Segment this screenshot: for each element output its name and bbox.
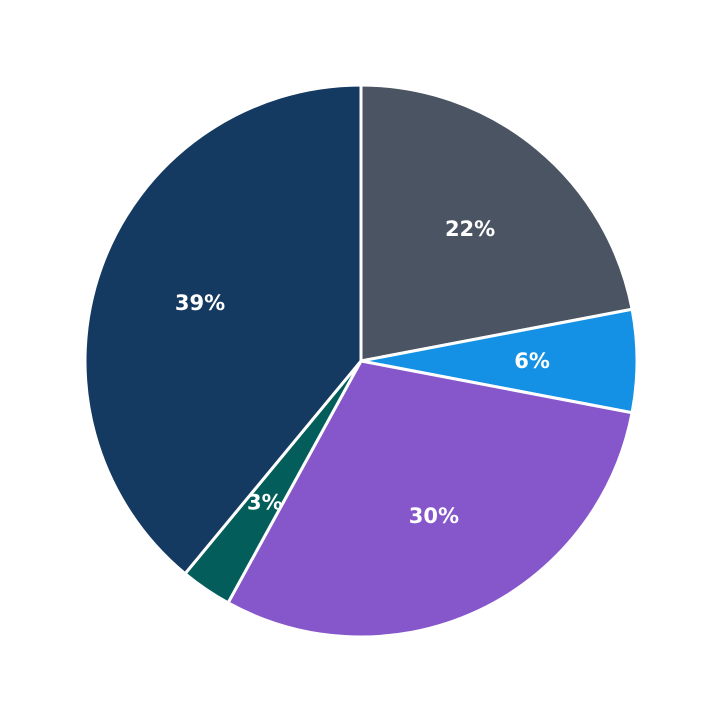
slice-label: 3% (247, 491, 283, 515)
slice-label: 22% (445, 217, 495, 241)
pie-labels: 22% 6% 30% 3% 39% (175, 217, 550, 528)
pie-slices (83, 83, 639, 639)
slice-label: 6% (514, 349, 550, 373)
slice-label: 30% (409, 504, 459, 528)
pie-slice (226, 359, 634, 639)
pie-slice (83, 83, 363, 576)
slice-label: 39% (175, 291, 225, 315)
pie-slice (359, 83, 634, 363)
